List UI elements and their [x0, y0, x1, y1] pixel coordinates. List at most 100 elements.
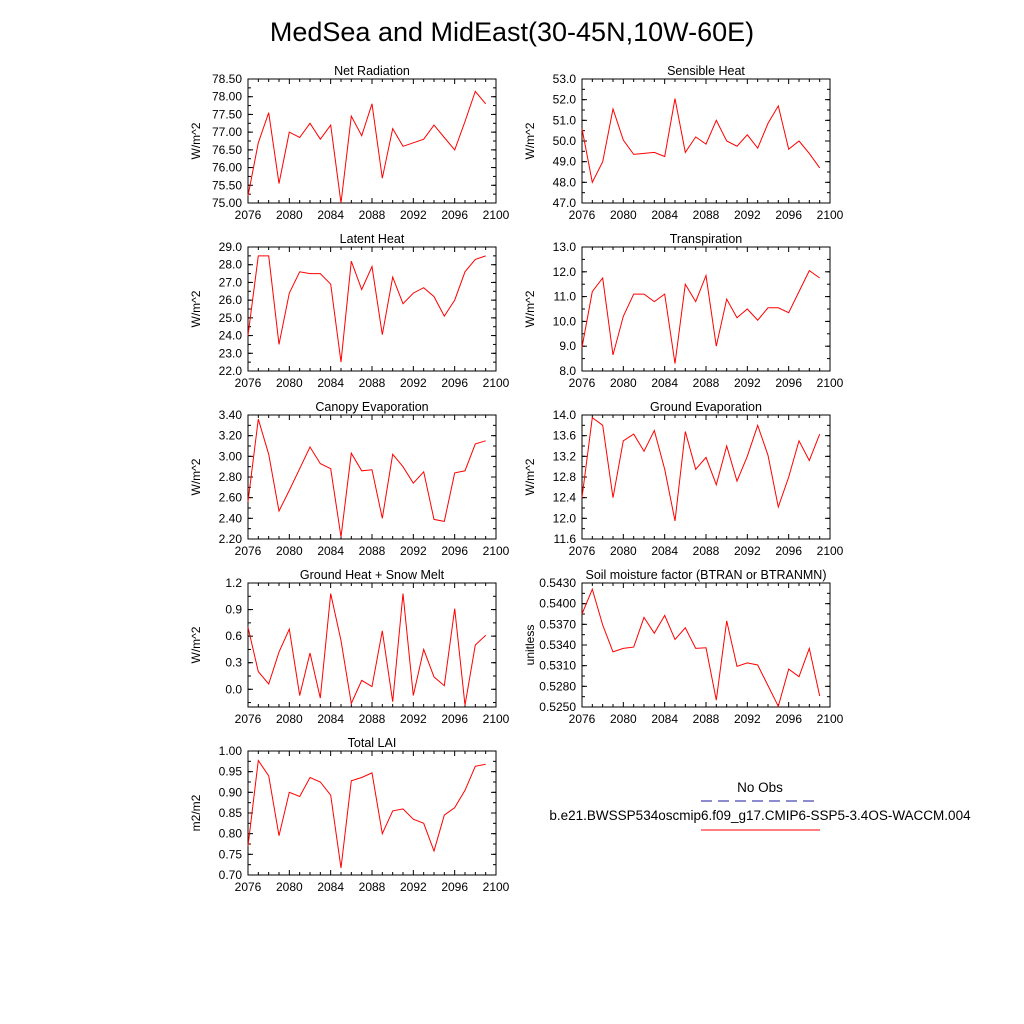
series-line — [247, 90, 487, 204]
data-point — [299, 695, 300, 696]
data-point — [475, 766, 476, 767]
data-point — [309, 446, 310, 447]
data-point — [633, 154, 634, 155]
panel-canopy-evaporation: Canopy Evaporation 2076 2080 2084 2088 2092 20… — [189, 400, 510, 558]
panel-title: Ground Heat + Snow Melt — [300, 568, 445, 582]
y-tick-label: 50.0 — [553, 134, 577, 148]
data-point — [444, 315, 445, 316]
data-point — [309, 273, 310, 274]
y-tick-label: 0.3 — [225, 656, 242, 670]
x-tick-label: 2088 — [359, 880, 386, 894]
figure-title: MedSea and MidEast(30-45N,10W-60E) — [270, 17, 754, 47]
y-tick-label: 3.00 — [219, 449, 243, 463]
x-tick-label: 2100 — [483, 544, 510, 558]
data-point — [643, 153, 644, 154]
data-point — [258, 255, 259, 256]
data-point — [289, 132, 290, 133]
data-point — [798, 291, 799, 292]
data-point — [299, 137, 300, 138]
data-point — [664, 156, 665, 157]
x-tick-label: 2076 — [569, 712, 596, 726]
data-point — [757, 320, 758, 321]
data-point — [351, 261, 352, 262]
y-tick-label: 11.0 — [554, 290, 577, 304]
data-point — [736, 481, 737, 482]
data-point — [819, 434, 820, 435]
data-point — [371, 686, 372, 687]
data-point — [612, 497, 613, 498]
data-point — [330, 124, 331, 125]
data-point — [247, 335, 248, 336]
data-point — [351, 780, 352, 781]
data-point — [602, 277, 603, 278]
y-tick-label: 12.0 — [553, 511, 577, 525]
y-tick-label: 76.00 — [212, 161, 242, 175]
data-point — [581, 497, 582, 498]
data-point — [382, 178, 383, 179]
data-point — [664, 469, 665, 470]
data-point — [433, 124, 434, 125]
data-point — [612, 354, 613, 355]
data-point — [475, 259, 476, 260]
data-point — [392, 128, 393, 129]
data-point — [767, 307, 768, 308]
y-tick-label: 11.6 — [554, 532, 577, 546]
data-point — [747, 308, 748, 309]
data-point — [767, 123, 768, 124]
y-tick-label: 0.0 — [225, 682, 242, 696]
y-tick-label: 0.5340 — [539, 638, 576, 652]
data-point — [757, 425, 758, 426]
y-tick-label: 52.0 — [553, 93, 577, 107]
panel-total-lai: Total LAI 2076 2080 2084 2088 2092 2096 2100 0.7… — [189, 736, 510, 894]
series-line — [581, 269, 820, 364]
x-tick-label: 2084 — [317, 208, 344, 222]
x-tick-label: 2076 — [235, 712, 262, 726]
y-axis-label: W/m^2 — [523, 458, 537, 495]
data-point — [654, 301, 655, 302]
y-tick-label: 75.50 — [212, 178, 242, 192]
data-point — [819, 277, 820, 278]
data-point — [623, 648, 624, 649]
y-tick-label: 49.0 — [553, 155, 577, 169]
y-tick-label: 1.2 — [225, 576, 242, 590]
y-tick-label: 8.0 — [559, 364, 576, 378]
x-tick-label: 2080 — [276, 544, 303, 558]
data-point — [278, 511, 279, 512]
y-tick-label: 27.0 — [219, 275, 243, 289]
x-tick-label: 2076 — [569, 376, 596, 390]
data-point — [716, 120, 717, 121]
panels: Net Radiation 2076 2080 2084 2088 2092 2096 210… — [189, 64, 844, 894]
y-tick-label: 13.2 — [553, 449, 577, 463]
data-point — [788, 149, 789, 150]
y-tick-label: 0.9 — [225, 603, 242, 617]
data-point — [392, 277, 393, 278]
y-tick-label: 78.00 — [212, 90, 242, 104]
data-point — [788, 476, 789, 477]
data-point — [361, 777, 362, 778]
y-tick-label: 0.90 — [219, 785, 243, 799]
data-point — [809, 648, 810, 649]
panel-title: Latent Heat — [340, 232, 405, 246]
data-point — [778, 506, 779, 507]
data-point — [413, 483, 414, 484]
data-point — [268, 683, 269, 684]
y-tick-label: 13.0 — [553, 240, 577, 254]
data-point — [581, 347, 582, 348]
data-point — [454, 472, 455, 473]
y-tick-label: 9.0 — [559, 339, 576, 353]
data-point — [705, 275, 706, 276]
data-point — [278, 344, 279, 345]
x-tick-label: 2084 — [317, 880, 344, 894]
y-tick-label: 2.60 — [219, 491, 243, 505]
data-point — [361, 135, 362, 136]
x-tick-label: 2084 — [317, 712, 344, 726]
series-line — [247, 593, 487, 706]
data-point — [809, 460, 810, 461]
data-point — [247, 627, 248, 628]
data-point — [423, 649, 424, 650]
data-point — [464, 790, 465, 791]
data-point — [330, 468, 331, 469]
data-point — [747, 662, 748, 663]
data-point — [695, 648, 696, 649]
